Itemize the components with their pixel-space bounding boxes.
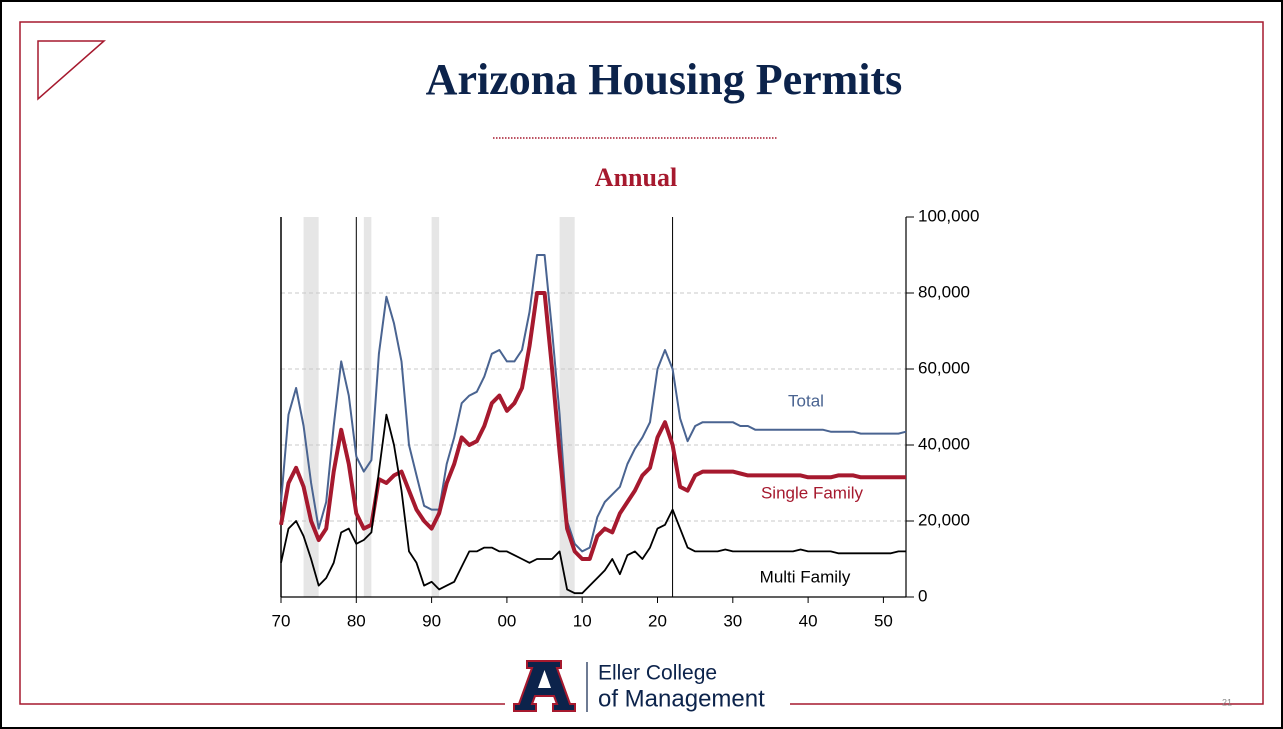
recession-band xyxy=(431,217,440,597)
footer-line2: of Management xyxy=(598,685,765,712)
x-tick-label: 20 xyxy=(648,611,667,630)
series-line xyxy=(279,291,906,561)
x-tick-label: 40 xyxy=(799,611,818,630)
y-tick-label: 20,000 xyxy=(918,510,970,529)
x-tick-label: 30 xyxy=(723,611,742,630)
series-label: Multi Family xyxy=(760,567,851,586)
series-line xyxy=(280,413,906,595)
x-tick-label: 70 xyxy=(272,611,291,630)
x-tick-label: 10 xyxy=(573,611,592,630)
x-tick-label: 90 xyxy=(422,611,441,630)
footer-line1: Eller College xyxy=(598,662,717,685)
y-tick-label: 100,000 xyxy=(918,206,979,225)
y-tick-label: 0 xyxy=(918,586,927,605)
page-number: 21 xyxy=(1222,697,1232,707)
x-tick-label: 80 xyxy=(347,611,366,630)
logo xyxy=(513,660,588,712)
recession-band xyxy=(303,217,319,597)
series-line xyxy=(280,254,907,553)
corner-triangle xyxy=(37,40,106,101)
x-tick-label: 00 xyxy=(497,611,516,630)
recession-band xyxy=(363,217,372,597)
x-tick-label: 50 xyxy=(874,611,893,630)
chart-title: Annual xyxy=(595,163,677,192)
series-label: Single Family xyxy=(761,483,864,502)
y-tick-label: 80,000 xyxy=(918,282,970,301)
y-tick-label: 60,000 xyxy=(918,358,970,377)
y-tick-label: 40,000 xyxy=(918,434,970,453)
series-label: Total xyxy=(788,391,824,410)
slide-title: Arizona Housing Permits xyxy=(426,55,903,104)
